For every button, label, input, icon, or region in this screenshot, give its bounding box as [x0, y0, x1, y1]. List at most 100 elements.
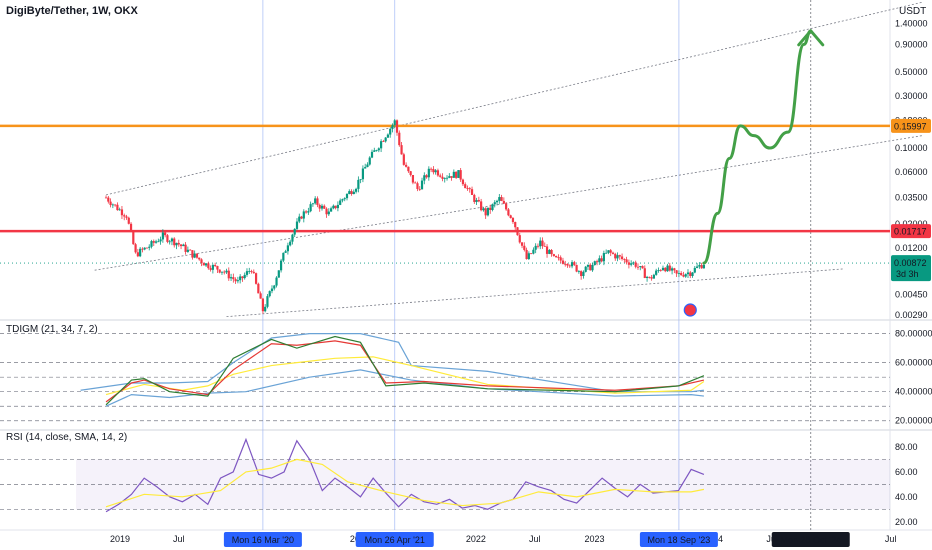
candle-body: [239, 276, 242, 281]
candle-body: [314, 198, 317, 204]
events-icon: [683, 303, 697, 317]
candle-body: [591, 264, 594, 271]
candle-body: [695, 266, 699, 268]
candle-body: [200, 259, 203, 264]
candle-body: [482, 208, 485, 211]
candle-body: [539, 240, 542, 247]
candle-body: [177, 242, 180, 245]
candle-body: [236, 280, 239, 282]
candle-body: [530, 253, 533, 255]
price-pane[interactable]: [0, 1, 923, 318]
candle-body: [489, 207, 492, 210]
candle-body: [229, 277, 233, 279]
candle-body: [304, 211, 308, 213]
price-tick-label: 0.10000: [895, 143, 928, 153]
candle-body: [195, 253, 199, 258]
candle-body: [616, 255, 619, 259]
candle-body: [625, 259, 628, 263]
candle-body: [623, 259, 626, 260]
candle-body: [370, 151, 374, 158]
candle-body: [584, 266, 587, 272]
candle-body: [643, 268, 646, 279]
indicator-series-upper-band: [80, 333, 704, 393]
candle-body: [129, 223, 133, 232]
candle-body: [495, 200, 499, 203]
candle-body: [380, 141, 383, 149]
candle-body: [220, 271, 224, 273]
candle-body: [168, 241, 171, 243]
candle-body: [377, 148, 380, 151]
candle-body: [409, 171, 412, 175]
rsi-pane[interactable]: [0, 437, 891, 513]
candle-body: [104, 197, 108, 199]
candle-body: [455, 171, 458, 178]
candle-body: [693, 267, 696, 273]
candle-body: [520, 242, 524, 246]
marker-label-bg: [223, 532, 302, 547]
candle-body: [459, 170, 462, 180]
candle-body: [639, 266, 642, 267]
candle-body: [373, 150, 376, 152]
marker-label: Mon 16 Mar '20: [232, 535, 294, 545]
candle-body: [389, 128, 392, 135]
candle-body: [602, 253, 605, 262]
candle-body: [170, 238, 174, 242]
candle-body: [234, 279, 237, 282]
candle-body: [132, 231, 135, 245]
candle-body: [173, 238, 176, 246]
candle-body: [441, 176, 444, 179]
candle-body: [293, 228, 296, 235]
marker-label-bg: [771, 532, 850, 547]
candle-body: [245, 271, 249, 275]
indicator-tick-label: 40.00000: [895, 387, 932, 397]
candle-body: [398, 132, 401, 146]
candle-body: [193, 253, 196, 258]
candle-body: [214, 265, 217, 267]
indicator-series-signal: [105, 340, 705, 403]
candle-body: [150, 241, 153, 247]
indicator-tick-label: 40.00: [895, 492, 918, 502]
candle-body: [561, 260, 565, 264]
candle-body: [382, 141, 385, 142]
candle-body: [114, 204, 117, 206]
time-tick-label: 2019: [110, 534, 130, 544]
candle-body: [439, 175, 442, 177]
candle-body: [555, 255, 558, 258]
candle-body: [273, 285, 276, 289]
candle-body: [484, 208, 487, 216]
candle-body: [509, 215, 512, 218]
level-label-bg: [891, 224, 931, 239]
indicator-tick-label: 80.00: [895, 442, 918, 452]
candle-body: [334, 205, 337, 209]
candle-body: [655, 270, 658, 275]
candle-body: [198, 257, 201, 260]
tdigm-pane[interactable]: [0, 333, 890, 422]
candle-body: [341, 199, 344, 201]
candle-body: [641, 266, 644, 269]
candle-body: [175, 242, 178, 246]
candle-body: [657, 270, 660, 271]
candle-body: [498, 197, 501, 201]
time-tick-label: 2023: [584, 534, 604, 544]
candle-body: [634, 262, 637, 267]
candle-body: [218, 269, 221, 273]
candle-body: [480, 201, 483, 211]
candle-body: [343, 198, 346, 200]
candle-body: [384, 137, 387, 142]
marker-label: Mon 28 Oct '24: [780, 535, 841, 545]
candle-body: [570, 262, 574, 267]
candle-body: [182, 244, 185, 247]
candle-body: [123, 215, 126, 217]
candle-body: [425, 175, 428, 178]
marker-label-bg: [355, 532, 434, 547]
candle-body: [368, 157, 371, 165]
candle-body: [614, 253, 617, 259]
candle-body: [516, 227, 519, 236]
candle-body: [464, 184, 467, 189]
tdigm-pane-title: TDIGM (21, 34, 7, 2): [6, 324, 98, 335]
candle-body: [564, 263, 567, 265]
time-tick-label: Jul: [885, 534, 897, 544]
candle-body: [118, 209, 121, 211]
candle-body: [605, 252, 608, 254]
